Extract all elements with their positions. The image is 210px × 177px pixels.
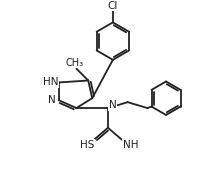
Text: N: N <box>48 95 56 105</box>
Text: CH₃: CH₃ <box>65 58 84 68</box>
Text: N: N <box>109 100 117 110</box>
Text: HS: HS <box>80 139 94 150</box>
Text: HN: HN <box>43 78 59 87</box>
Text: Cl: Cl <box>108 1 118 11</box>
Text: NH: NH <box>123 139 138 150</box>
